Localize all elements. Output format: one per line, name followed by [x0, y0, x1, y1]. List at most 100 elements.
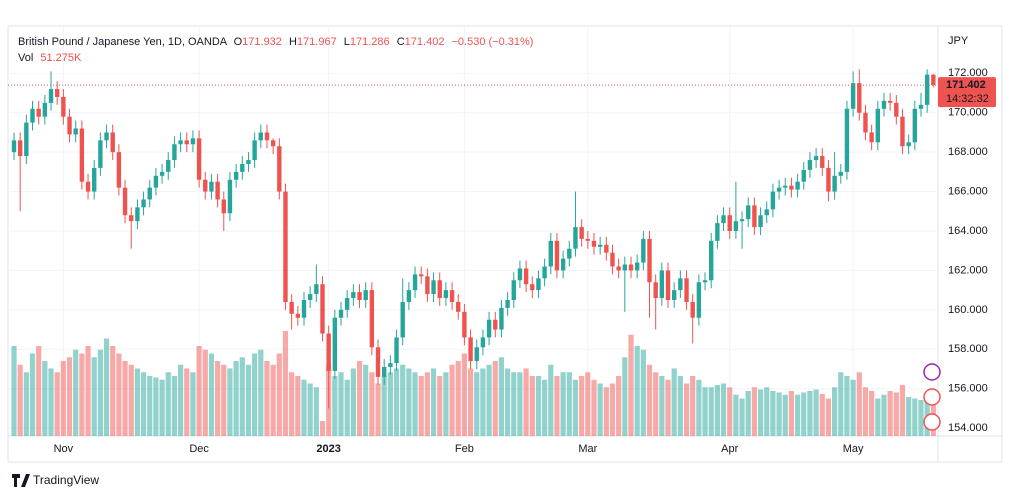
volume-bar [566, 372, 572, 436]
volume-bar [363, 364, 369, 436]
volume-bar [603, 387, 609, 436]
candle-body [400, 301, 405, 338]
candle-body [456, 301, 461, 312]
target-icon[interactable] [923, 413, 941, 431]
candle-body [61, 96, 66, 117]
candle-body [178, 140, 183, 145]
candle-body [881, 100, 887, 109]
candle-body [462, 311, 467, 338]
candle-body [196, 138, 202, 180]
candle-body [307, 294, 313, 300]
candle-body [758, 215, 763, 228]
volume-bar [375, 383, 381, 436]
candle-body [135, 207, 140, 222]
volume-bar [498, 357, 505, 436]
candle-body [344, 298, 350, 310]
volume-bar [745, 391, 751, 436]
x-tick-label: May [843, 443, 864, 455]
volume-bar [430, 368, 437, 436]
volume-bar [412, 372, 418, 436]
candle-body [579, 227, 584, 239]
candle-body [382, 367, 387, 377]
candle-body [24, 122, 29, 157]
volume-bar [344, 379, 350, 436]
volume-bar [838, 372, 844, 436]
candle-body [505, 299, 510, 308]
candle-body [166, 160, 171, 172]
candle-body [554, 240, 560, 271]
candle-body [523, 268, 529, 285]
candle-body [850, 83, 856, 109]
y-tick-label: 154.000 [948, 422, 988, 434]
candle-body [437, 280, 442, 299]
candle-body [172, 144, 177, 161]
y-tick-label: 164.000 [948, 225, 988, 237]
volume-bar [190, 372, 196, 436]
y-tick-label: 168.000 [948, 146, 988, 158]
volume-bar [23, 372, 29, 436]
candle-body [924, 74, 930, 105]
candle-body [739, 219, 745, 222]
candle-body [752, 205, 757, 228]
volume-bar [307, 383, 313, 436]
candle-body [857, 83, 862, 113]
volume-bar [406, 368, 412, 436]
candle-body [622, 264, 628, 271]
volume-bar [844, 376, 850, 436]
candle-body [73, 128, 78, 135]
candle-body [597, 244, 603, 247]
candle-body [493, 319, 498, 330]
volume-bar [467, 368, 474, 436]
candle-body [591, 240, 597, 247]
candle-body [122, 187, 128, 216]
candle-body [709, 240, 714, 281]
candle-body [610, 252, 615, 267]
candle-body [900, 116, 905, 147]
volume-bar [535, 376, 542, 436]
candle-body [628, 264, 634, 271]
candle-body [184, 140, 189, 145]
candle-body [863, 112, 868, 133]
volume-bar [585, 372, 591, 436]
volume-bar [708, 387, 714, 436]
volume-bar [455, 361, 461, 436]
volume-bar [646, 364, 653, 436]
candle-body [42, 102, 48, 117]
candle-body [246, 160, 251, 164]
flag-icon[interactable] [923, 388, 941, 406]
chart-frame [7, 25, 1003, 463]
candle-body [715, 223, 720, 241]
price-label-box [938, 77, 996, 108]
candle-body [295, 313, 301, 318]
candle-body [832, 175, 837, 192]
candle-body [641, 238, 646, 263]
volume-bar [597, 383, 603, 436]
volume-bar [788, 391, 795, 436]
x-tick-label: Mar [578, 443, 597, 455]
event-icon[interactable] [923, 363, 941, 381]
candle-body [746, 205, 751, 220]
candle-body [203, 179, 208, 192]
candle-body [826, 167, 831, 192]
volume-bar [177, 364, 184, 436]
candle-body [875, 108, 880, 143]
candle-body [431, 280, 436, 295]
volume-bar [893, 392, 899, 436]
volume-bar [387, 372, 393, 436]
candle-body [696, 282, 702, 318]
candle-body [634, 262, 640, 271]
volume-bar [640, 349, 646, 436]
candle-body [159, 171, 165, 176]
volume-bar [171, 376, 178, 436]
volume-bar [153, 377, 159, 436]
volume-bar [437, 376, 443, 436]
candle-layer [11, 69, 936, 409]
volume-bar [239, 357, 245, 436]
candle-body [931, 74, 936, 86]
volume-bar [634, 346, 640, 436]
volume-bar [393, 368, 400, 436]
candle-body [912, 108, 918, 143]
candle-body [486, 319, 492, 338]
candle-body [684, 278, 689, 302]
